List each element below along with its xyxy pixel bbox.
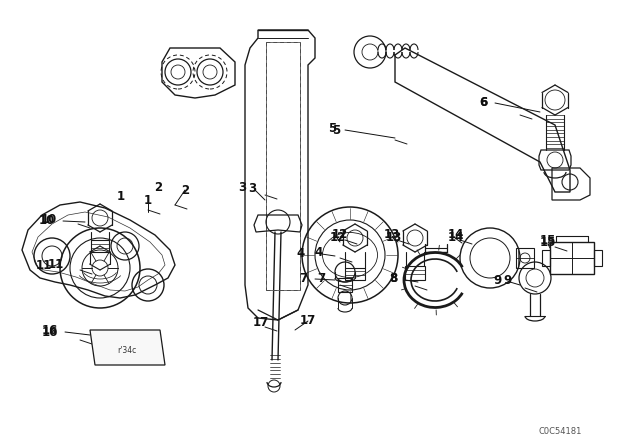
Text: 14: 14: [448, 231, 465, 244]
Text: 1: 1: [144, 194, 152, 207]
Text: 11: 11: [36, 258, 52, 271]
Text: 17: 17: [253, 315, 269, 328]
Text: 9: 9: [493, 273, 502, 287]
Polygon shape: [90, 330, 165, 365]
Text: 2: 2: [154, 181, 162, 194]
Bar: [542, 250, 550, 266]
Bar: [91, 240, 109, 252]
Text: 8: 8: [388, 271, 397, 284]
Text: C0C54181: C0C54181: [538, 427, 582, 436]
Bar: [405, 266, 425, 280]
Text: 3: 3: [248, 181, 256, 194]
Text: 10: 10: [39, 214, 55, 227]
Text: 13: 13: [384, 228, 400, 241]
Text: 4: 4: [297, 246, 305, 259]
Text: 1: 1: [117, 190, 125, 202]
Bar: [345, 268, 365, 280]
Bar: [550, 242, 594, 274]
Text: 7: 7: [317, 271, 325, 284]
Text: 9: 9: [504, 273, 512, 287]
Text: 4: 4: [315, 246, 323, 258]
Text: r'34c: r'34c: [117, 345, 136, 354]
Text: 15: 15: [540, 233, 556, 246]
Text: 15: 15: [540, 236, 556, 249]
Text: 10: 10: [41, 212, 57, 225]
Bar: [338, 278, 352, 292]
Bar: [516, 248, 534, 268]
Text: 16: 16: [42, 326, 58, 339]
Text: 13: 13: [386, 231, 403, 244]
Text: 14: 14: [448, 228, 465, 241]
Text: 11: 11: [48, 258, 64, 271]
Text: 5: 5: [332, 124, 340, 137]
Text: 12: 12: [330, 231, 346, 244]
Bar: [594, 250, 602, 266]
Text: 5: 5: [328, 121, 336, 134]
Text: 17: 17: [300, 314, 316, 327]
Text: 3: 3: [238, 181, 246, 194]
Text: 12: 12: [332, 228, 348, 241]
Text: 8: 8: [388, 271, 397, 284]
Text: 16: 16: [42, 323, 58, 336]
Text: 6: 6: [479, 95, 487, 108]
Text: 7: 7: [299, 271, 307, 284]
Text: 6: 6: [479, 95, 487, 108]
Text: 2: 2: [181, 184, 189, 197]
